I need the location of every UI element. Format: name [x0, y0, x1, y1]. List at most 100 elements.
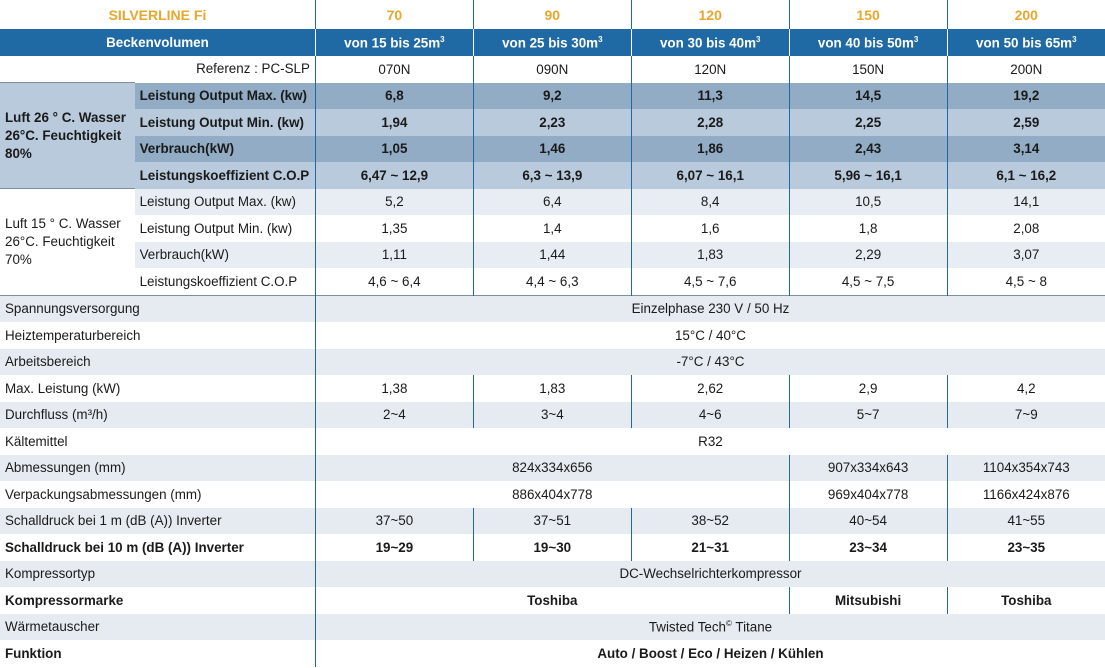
- value-cell: 4,6 ~ 6,4: [314, 268, 474, 295]
- pool-volume-cell: von 50 bis 65m3: [946, 29, 1105, 56]
- pool-volume-cell: von 30 bis 40m3: [630, 29, 790, 56]
- exchanger-row: Wärmetauscher Twisted Tech© Titane: [0, 613, 1105, 640]
- pool-volume-row: Beckenvolumen von 15 bis 25m3 von 25 bis…: [0, 29, 1105, 56]
- value-cell: Toshiba: [946, 587, 1105, 614]
- group1-conditions: Luft 26 ° C. Wasser 26°C. Feuchtigkeit 8…: [0, 82, 135, 189]
- value-cell: 907x334x643: [788, 454, 948, 481]
- value-cell: 14,1: [946, 188, 1105, 215]
- row-label: Spannungsversorgung: [0, 294, 316, 322]
- value-cell: 2,23: [472, 109, 632, 136]
- g1-row-cop: Leistungskoeffizient C.O.P 6,47 ~ 12,9 6…: [0, 162, 1105, 189]
- value-cell: 6,8: [314, 82, 474, 109]
- value-cell: 2,62: [630, 375, 790, 402]
- value-cell: 1,94: [314, 109, 474, 136]
- row-label: Funktion: [5, 645, 62, 661]
- value-cell: 6,47 ~ 12,9: [314, 162, 474, 189]
- value-cell: 2,43: [788, 135, 948, 162]
- group2-conditions: Luft 15 ° C. Wasser 26°C. Feuchtigkeit 7…: [0, 188, 135, 296]
- compressor-type-row: Kompressortyp DC-Wechselrichterkompresso…: [0, 560, 1105, 587]
- value-cell: 2~4: [314, 401, 474, 428]
- row-label: Schalldruck bei 10 m (dB (A)) Inverter: [5, 539, 244, 555]
- value-cell: 5~7: [788, 401, 948, 428]
- row-label: Abmessungen (mm): [5, 460, 126, 476]
- value-cell: R32: [314, 428, 1105, 455]
- value-cell: 14,5: [788, 82, 948, 109]
- work-range-row: Arbeitsbereich -7°C / 43°C: [0, 348, 1105, 375]
- packaging-row: Verpackungsabmessungen (mm) 886x404x778 …: [0, 481, 1105, 508]
- model-150: 150: [788, 0, 948, 29]
- value-cell: 1,44: [472, 241, 632, 268]
- row-label: Verbrauch(kW): [139, 247, 229, 263]
- value-cell: 23~35: [946, 534, 1105, 561]
- row-label: Leistung Output Min. (kw): [139, 114, 304, 130]
- row-label: Kältemittel: [5, 433, 68, 449]
- value-cell: 6,07 ~ 16,1: [630, 162, 790, 189]
- value-cell: 3,07: [946, 241, 1105, 268]
- g1-row-consumption: Verbrauch(kW) 1,05 1,46 1,86 2,43 3,14: [0, 135, 1105, 162]
- value-cell: 6,4: [472, 188, 632, 215]
- value-cell: 2,28: [630, 109, 790, 136]
- reference-cell: 120N: [630, 55, 790, 83]
- value-cell: 6,1 ~ 16,2: [946, 162, 1105, 189]
- value-cell: 23~34: [788, 534, 948, 561]
- value-cell: 2,29: [788, 241, 948, 268]
- row-label: Durchfluss (m³/h): [5, 407, 108, 423]
- value-cell: 1,83: [630, 241, 790, 268]
- value-cell: 19,2: [946, 82, 1105, 109]
- value-cell: DC-Wechselrichterkompressor: [314, 560, 1105, 587]
- value-cell: 11,3: [630, 82, 790, 109]
- model-row: SILVERLINE Fi 70 90 120 150 200: [0, 0, 1105, 29]
- value-cell: 1166x424x876: [946, 481, 1105, 508]
- row-label: Kompressormarke: [5, 592, 124, 608]
- row-label: Schalldruck bei 1 m (dB (A)) Inverter: [5, 513, 222, 529]
- row-label: Max. Leistung (kW): [5, 380, 121, 396]
- row-label: Leistungskoeffizient C.O.P: [139, 167, 310, 183]
- value-cell: 4~6: [630, 401, 790, 428]
- row-label: Leistung Output Min. (kw): [139, 220, 293, 236]
- pool-volume-cell: von 40 bis 50m3: [788, 29, 948, 56]
- value-cell: 37~51: [472, 507, 632, 534]
- value-cell: Auto / Boost / Eco / Heizen / Kühlen: [314, 640, 1105, 667]
- reference-cell: 070N: [314, 55, 474, 83]
- value-cell: Twisted Tech© Titane: [314, 613, 1105, 640]
- value-cell: 7~9: [946, 401, 1105, 428]
- value-cell: Mitsubishi: [788, 587, 948, 614]
- product-title: SILVERLINE Fi: [108, 6, 207, 23]
- value-cell: 2,59: [946, 109, 1105, 136]
- value-cell: 1,4: [472, 215, 632, 242]
- g2-row-max: Luft 15 ° C. Wasser 26°C. Feuchtigkeit 7…: [0, 188, 1105, 296]
- reference-label: Referenz : PC-SLP: [196, 61, 310, 77]
- value-cell: 4,5 ~ 8: [946, 268, 1105, 295]
- row-label: Kompressortyp: [5, 566, 96, 582]
- voltage-row: Spannungsversorgung Einzelphase 230 V / …: [0, 294, 1105, 322]
- row-label: Verpackungsabmessungen (mm): [5, 486, 202, 502]
- model-70: 70: [314, 0, 474, 29]
- value-cell: 8,4: [630, 188, 790, 215]
- value-cell: 969x404x778: [788, 481, 948, 508]
- pool-volume-label: Beckenvolumen: [0, 29, 316, 56]
- reference-cell: 150N: [788, 55, 948, 83]
- row-label: Arbeitsbereich: [5, 354, 91, 370]
- noise10-row: Schalldruck bei 10 m (dB (A)) Inverter 1…: [0, 534, 1105, 561]
- value-cell: 1,83: [472, 375, 632, 402]
- row-label: Leistung Output Max. (kw): [139, 88, 307, 104]
- max-power-row: Max. Leistung (kW) 1,38 1,83 2,62 2,9 4,…: [0, 375, 1105, 402]
- value-cell: 15°C / 40°C: [314, 322, 1105, 349]
- value-cell: 6,3 ~ 13,9: [472, 162, 632, 189]
- g1-row-max: Luft 26 ° C. Wasser 26°C. Feuchtigkeit 8…: [0, 82, 1105, 189]
- value-cell: 9,2: [472, 82, 632, 109]
- g1-row-min: Leistung Output Min. (kw) 1,94 2,23 2,28…: [0, 109, 1105, 136]
- value-cell: Einzelphase 230 V / 50 Hz: [314, 294, 1105, 322]
- value-cell: 1,11: [314, 241, 474, 268]
- pool-volume-cell: von 25 bis 30m3: [472, 29, 632, 56]
- value-cell: 5,96 ~ 16,1: [788, 162, 948, 189]
- row-label: Verbrauch(kW): [139, 141, 235, 157]
- g2-row-min: Leistung Output Min. (kw) 1,35 1,4 1,6 1…: [0, 215, 1105, 242]
- value-cell: 4,5 ~ 7,6: [630, 268, 790, 295]
- value-cell: 1,46: [472, 135, 632, 162]
- value-cell: 38~52: [630, 507, 790, 534]
- value-cell: 10,5: [788, 188, 948, 215]
- row-label: Wärmetauscher: [5, 619, 100, 635]
- refrigerant-row: Kältemittel R32: [0, 428, 1105, 455]
